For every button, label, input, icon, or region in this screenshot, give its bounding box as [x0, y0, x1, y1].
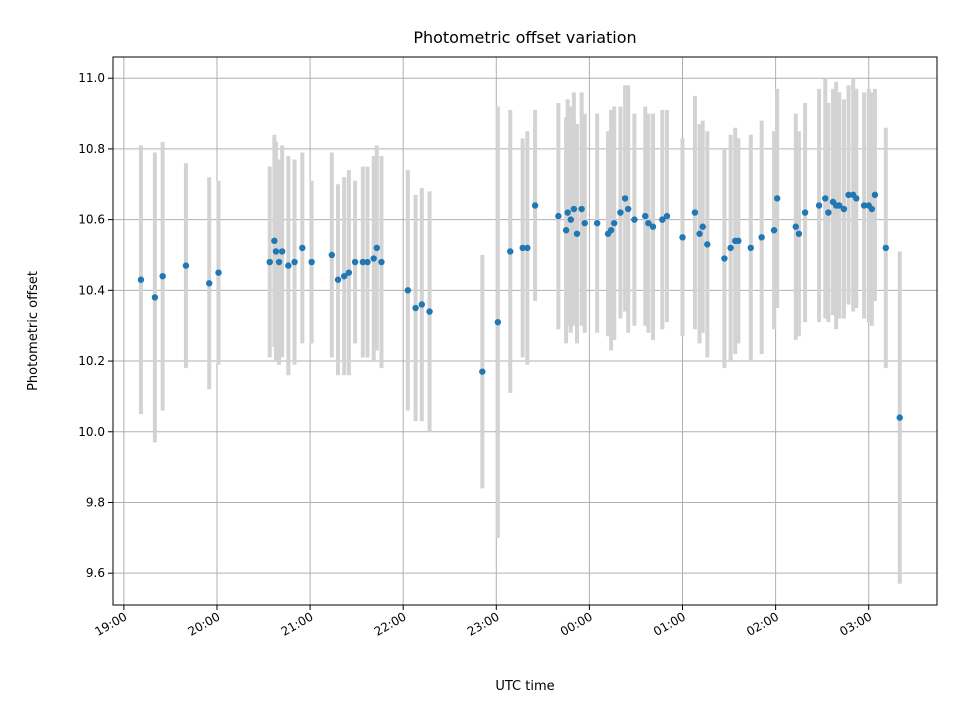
data-point [659, 216, 666, 223]
data-point [691, 209, 699, 216]
data-point [378, 258, 385, 266]
y-tick-label: 10.8 [78, 142, 105, 156]
data-point [836, 202, 843, 209]
data-point [770, 227, 778, 234]
y-tick-label: 10.0 [78, 425, 105, 439]
data-point [519, 244, 526, 252]
data-point [773, 195, 781, 202]
data-point [351, 258, 359, 266]
data-point [299, 244, 306, 252]
data-point [815, 202, 823, 209]
data-point [266, 258, 273, 266]
data-points [137, 191, 903, 421]
data-point [801, 209, 809, 216]
data-point [578, 205, 585, 213]
data-point [853, 195, 860, 202]
data-point [364, 258, 371, 266]
data-point [822, 195, 829, 202]
data-point [291, 258, 298, 266]
data-point [285, 262, 292, 269]
data-point [868, 205, 876, 213]
data-point [573, 230, 581, 237]
data-point [825, 209, 832, 216]
data-point [412, 304, 419, 312]
data-point [370, 255, 377, 262]
data-point [642, 212, 649, 220]
x-axis-label: UTC time [495, 679, 554, 694]
data-point [182, 262, 190, 269]
data-point [649, 223, 657, 230]
data-point [271, 237, 278, 245]
data-point [696, 230, 703, 237]
data-point [758, 234, 765, 241]
y-axis-ticks: 9.6 9.8 10.0 10.2 10.4 10.6 10.8 11.0 [78, 71, 113, 580]
data-point [581, 219, 588, 227]
data-point [645, 219, 652, 227]
data-point [555, 212, 562, 220]
data-point [840, 205, 848, 213]
data-point [373, 244, 381, 252]
data-point [567, 216, 574, 223]
data-point [699, 223, 706, 230]
data-point [206, 280, 213, 287]
data-point [570, 205, 578, 213]
chart-title: Photometric offset variation [413, 28, 636, 47]
data-point [272, 248, 280, 255]
y-tick-label: 10.6 [78, 213, 105, 227]
data-point [159, 273, 166, 280]
data-point [860, 202, 868, 209]
data-point [727, 244, 734, 252]
data-point [151, 294, 159, 301]
data-point [721, 255, 728, 262]
data-point [404, 287, 412, 294]
data-point [621, 195, 629, 202]
data-point [137, 276, 145, 283]
data-point [795, 230, 803, 237]
data-point [845, 191, 852, 199]
data-point [871, 191, 879, 199]
data-point [564, 209, 571, 216]
data-point [341, 273, 348, 280]
data-point [562, 227, 570, 234]
data-point [494, 318, 502, 326]
data-point [215, 269, 222, 276]
data-point [679, 234, 686, 241]
data-point [896, 414, 903, 421]
data-point [531, 202, 539, 209]
data-point [334, 276, 342, 283]
data-point [418, 301, 426, 308]
data-point [328, 251, 336, 259]
y-tick-label: 10.2 [78, 354, 105, 368]
data-point [704, 241, 711, 248]
data-point [524, 244, 531, 252]
data-point [278, 248, 286, 255]
data-point [593, 219, 601, 227]
data-point [607, 227, 615, 234]
data-point [345, 269, 353, 276]
data-point [631, 216, 638, 223]
data-point [359, 258, 367, 266]
data-point [275, 258, 283, 266]
data-point [747, 244, 754, 252]
y-axis-label: Photometric offset [26, 271, 41, 391]
data-point [882, 244, 889, 252]
data-point [308, 258, 315, 266]
data-point [663, 212, 671, 220]
y-tick-label: 9.6 [86, 566, 105, 580]
data-point [617, 209, 624, 216]
data-point [611, 219, 618, 227]
data-point [426, 308, 433, 315]
data-point [507, 248, 514, 255]
y-tick-label: 11.0 [78, 71, 105, 85]
plot-frame [112, 56, 938, 606]
data-point [735, 237, 742, 245]
y-tick-label: 10.4 [78, 283, 105, 297]
data-point [479, 368, 486, 375]
data-point [624, 205, 632, 213]
y-tick-label: 9.8 [86, 495, 105, 509]
data-point [792, 223, 799, 230]
